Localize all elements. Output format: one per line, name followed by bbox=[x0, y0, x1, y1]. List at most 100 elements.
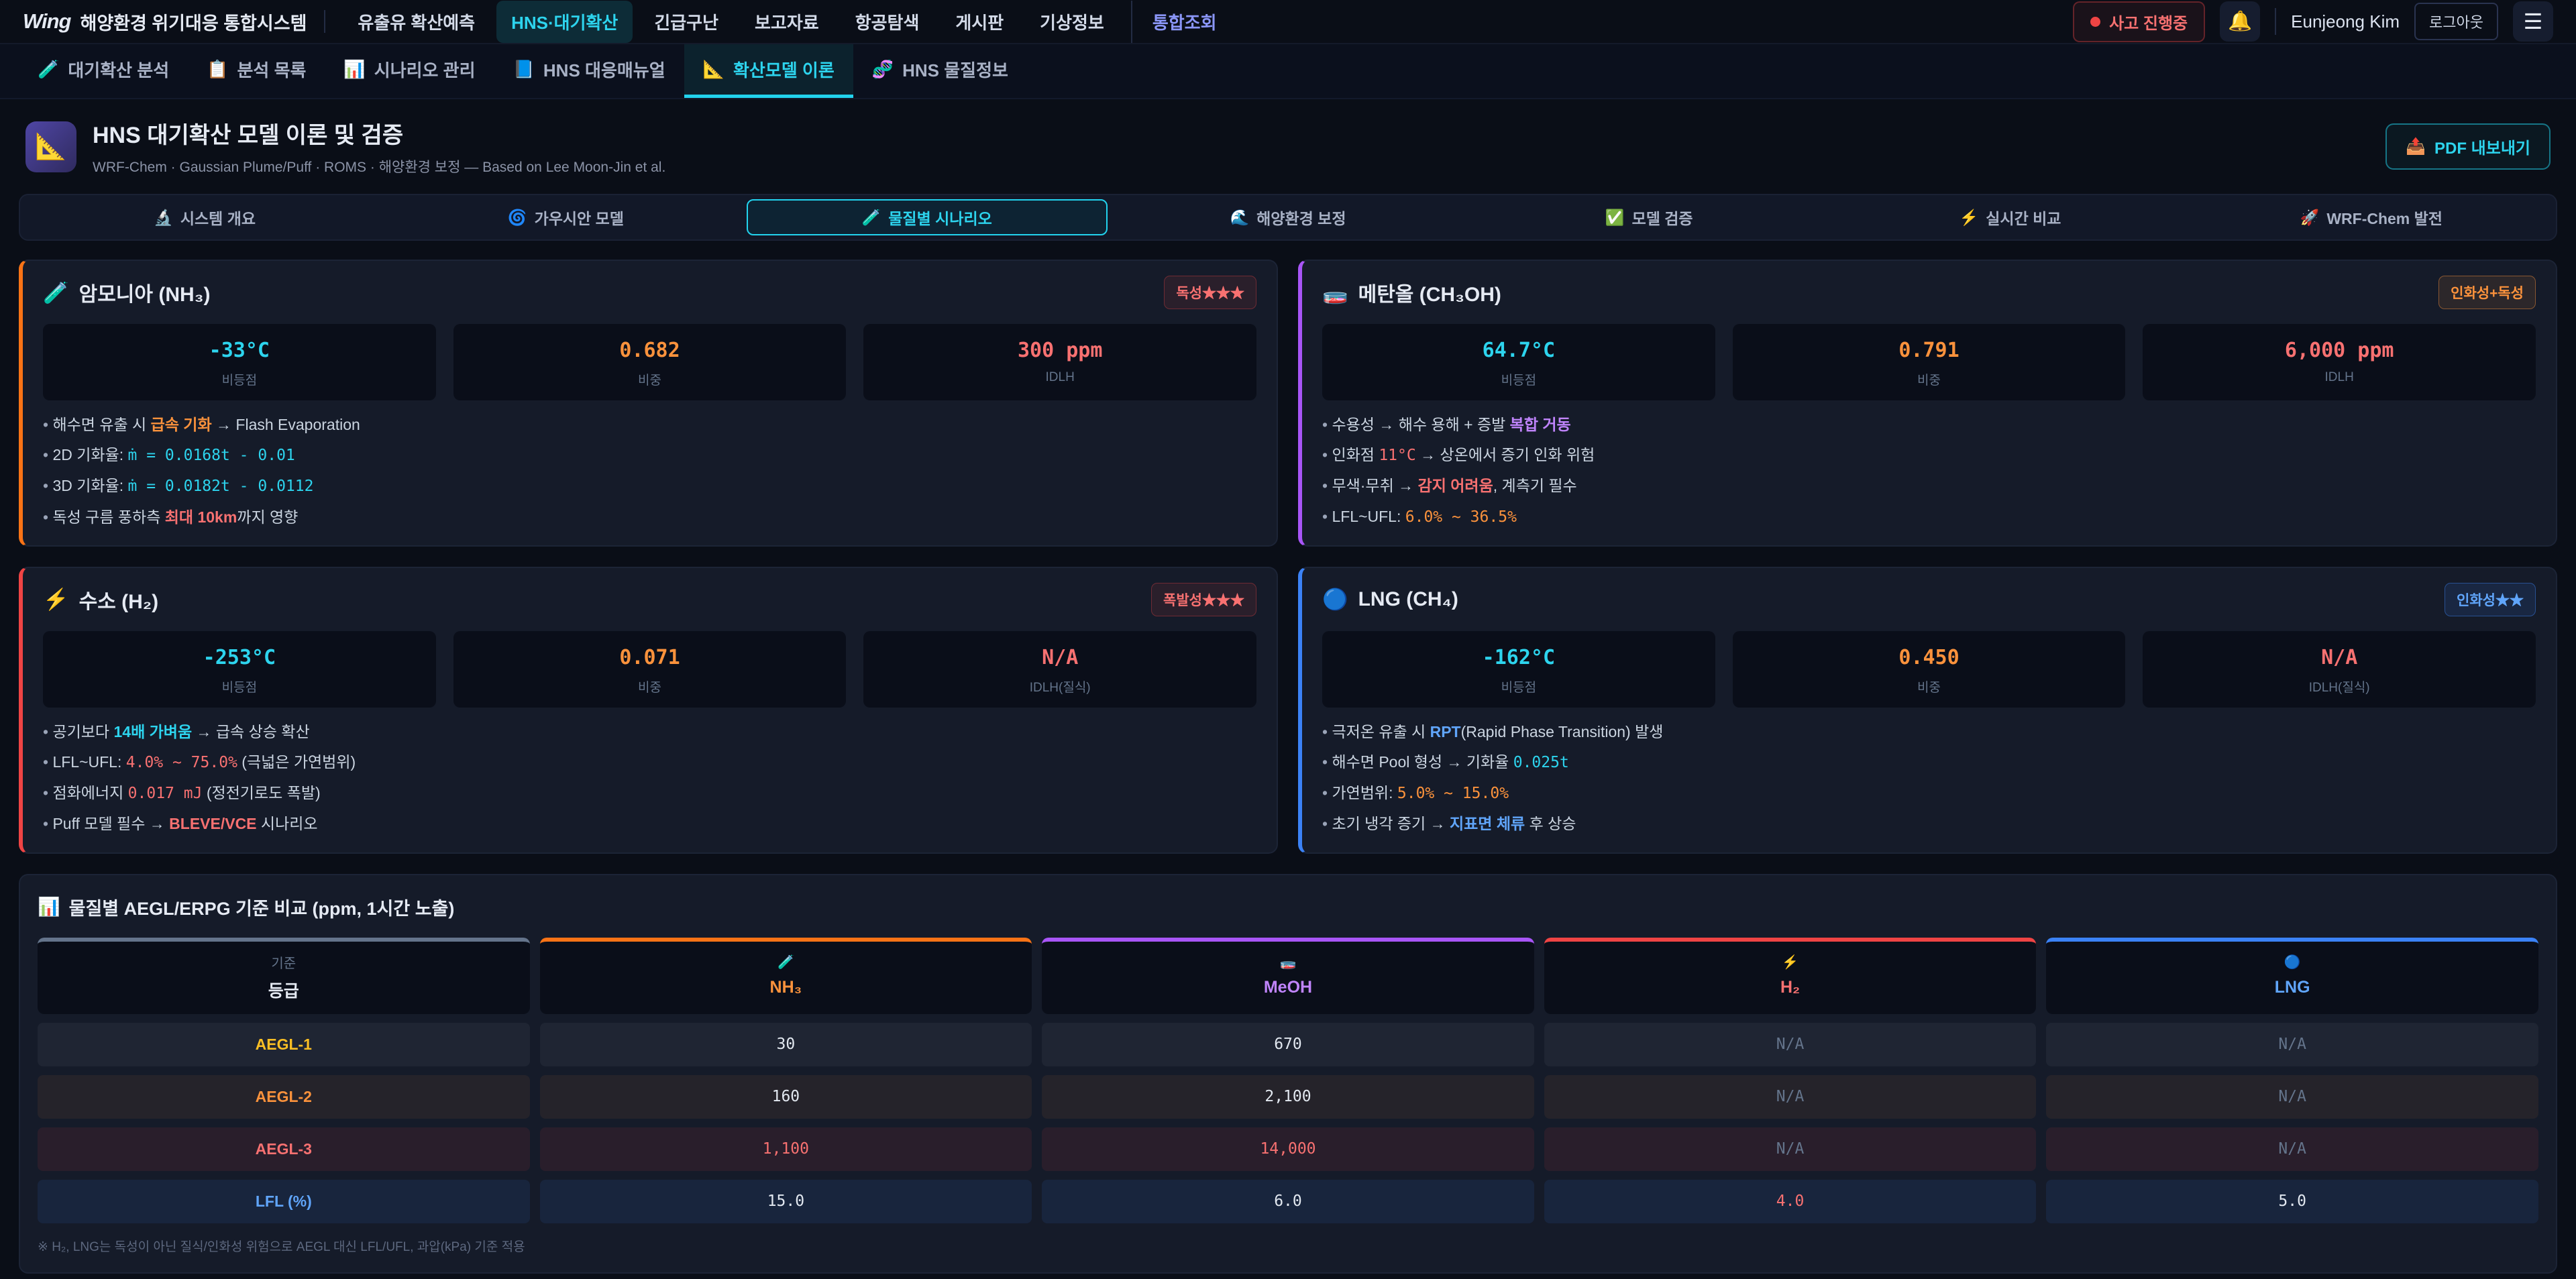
table-header-col-0: 기준 등급 bbox=[38, 937, 530, 1014]
highlight: 복합 거동 bbox=[1509, 416, 1571, 433]
value-cell: N/A bbox=[2046, 1074, 2538, 1119]
hazard-badge: 독성★★★ bbox=[1164, 276, 1256, 309]
top-nav-item-0[interactable]: 유출유 확산예측 bbox=[343, 1, 490, 43]
bullet-item: 초기 냉각 증기 → 지표면 체류 후 상승 bbox=[1322, 813, 2536, 834]
table-header-col-2: 🧫 MeOH bbox=[1042, 937, 1534, 1014]
page-header: 📐 HNS 대기확산 모델 이론 및 검증 WRF-Chem · Gaussia… bbox=[0, 99, 2576, 188]
highlight: 11°C bbox=[1379, 447, 1416, 465]
page-header-left: 📐 HNS 대기확산 모델 이론 및 검증 WRF-Chem · Gaussia… bbox=[25, 117, 665, 176]
table-header-row: 기준 등급 🧪 NH₃ 🧫 MeOH ⚡ H₂ 🔵 LNG bbox=[38, 937, 2538, 1014]
highlight: ṁ = 0.0182t - 0.0112 bbox=[127, 478, 314, 496]
page-title: HNS 대기확산 모델 이론 및 검증 bbox=[93, 123, 404, 148]
table-header-icon: 🧫 bbox=[1279, 955, 1297, 970]
table-row: AEGL-1 30 670 N/A N/A bbox=[38, 1022, 2538, 1066]
section-tab-3[interactable]: 🌊 해양환경 보정 bbox=[1108, 199, 1468, 235]
highlight: 최대 10km bbox=[164, 508, 237, 526]
section-tab-0[interactable]: 🔬 시스템 개요 bbox=[24, 199, 385, 235]
value-cell: N/A bbox=[1544, 1127, 2037, 1171]
stat-label: IDLH(질식) bbox=[1029, 680, 1091, 695]
stat-label: 비중 bbox=[1917, 680, 1941, 695]
substance-title: 암모니아 (NH₃) bbox=[78, 284, 211, 306]
stat-value: -33°C bbox=[209, 339, 270, 362]
subnav-tab-icon: 📋 bbox=[207, 59, 229, 79]
divider bbox=[324, 10, 326, 33]
logout-button[interactable]: 로그아웃 bbox=[2414, 3, 2498, 40]
stat-box: 0.450 비중 bbox=[1732, 630, 2126, 708]
hazard-badge: 인화성+독성 bbox=[2438, 276, 2536, 309]
stat-box: 64.7°C 비등점 bbox=[1322, 324, 1715, 400]
value-cell: 14,000 bbox=[1042, 1127, 1534, 1171]
substance-title: 수소 (H₂) bbox=[78, 590, 159, 613]
value-cell: N/A bbox=[1544, 1074, 2037, 1119]
top-nav-item-4[interactable]: 항공탐색 bbox=[841, 1, 934, 43]
stat-row: -162°C 비등점 0.450 비중 N/A IDLH(질식) bbox=[1322, 630, 2536, 708]
stat-box: 300 ppm IDLH bbox=[863, 324, 1257, 400]
aegl-comparison-card: 📊 물질별 AEGL/ERPG 기준 비교 (ppm, 1시간 노출) 기준 등급… bbox=[19, 873, 2557, 1274]
substance-icon: 🧫 bbox=[1322, 280, 1348, 304]
subnav-tab-icon: 📐 bbox=[702, 59, 724, 79]
section-tab-1[interactable]: 🌀 가우시안 모델 bbox=[385, 199, 746, 235]
stat-label: 비중 bbox=[638, 680, 661, 695]
table-body: AEGL-1 30 670 N/A N/A AEGL-2 160 2,100 N/A N/A AEG… bbox=[38, 1022, 2538, 1223]
stat-row: -33°C 비등점 0.682 비중 300 ppm IDLH bbox=[43, 324, 1257, 400]
subnav-tab-0[interactable]: 🧪 대기확산 분석 bbox=[19, 44, 188, 98]
table-header-label: MeOH bbox=[1263, 977, 1313, 997]
stat-value: 0.071 bbox=[619, 645, 680, 669]
stat-label: 비중 bbox=[1917, 374, 1941, 388]
notifications-button[interactable]: 🔔 bbox=[2220, 1, 2261, 42]
section-tab-2[interactable]: 🧪 물질별 시나리오 bbox=[746, 199, 1108, 235]
table-row: AEGL-2 160 2,100 N/A N/A bbox=[38, 1074, 2538, 1119]
substance-title: LNG (CH₄) bbox=[1358, 588, 1458, 610]
section-tab-icon: 🌊 bbox=[1230, 208, 1250, 226]
table-title-text: 물질별 AEGL/ERPG 기준 비교 (ppm, 1시간 노출) bbox=[68, 898, 455, 919]
highlight: 지표면 체류 bbox=[1449, 815, 1525, 833]
bullet-list: 수용성 → 해수 용해 + 증발 복합 거동인화점 11°C → 상온에서 증기… bbox=[1322, 414, 2536, 528]
stat-box: 0.791 비중 bbox=[1732, 324, 2126, 400]
card-header: 🧫 메탄올 (CH₃OH) 인화성+독성 bbox=[1322, 276, 2536, 309]
section-tab-4[interactable]: ✅ 모델 검증 bbox=[1468, 199, 1829, 235]
section-tab-label: WRF-Chem 발전 bbox=[2326, 210, 2443, 227]
top-nav-item-1[interactable]: HNS·대기확산 bbox=[496, 0, 633, 43]
section-tab-6[interactable]: 🚀 WRF-Chem 발전 bbox=[2191, 199, 2552, 235]
value-cell: 1,100 bbox=[539, 1127, 1032, 1171]
table-header-col-4: 🔵 LNG bbox=[2046, 937, 2538, 1014]
subnav-tab-4[interactable]: 📐 확산모델 이론 bbox=[684, 44, 853, 98]
section-tab-icon: 🚀 bbox=[2300, 208, 2320, 226]
top-nav-item-3[interactable]: 보고자료 bbox=[740, 1, 834, 43]
hazard-badge: 폭발성★★★ bbox=[1151, 582, 1256, 616]
divider bbox=[2275, 8, 2277, 35]
table-header-label: LNG bbox=[2274, 977, 2310, 997]
top-nav-item-7[interactable]: 통합조회 bbox=[1130, 0, 1232, 43]
bullet-item: 해수면 Pool 형성 → 기화율 0.025t bbox=[1322, 751, 2536, 773]
table-row: LFL (%) 15.0 6.0 4.0 5.0 bbox=[38, 1179, 2538, 1223]
subnav-tab-1[interactable]: 📋 분석 목록 bbox=[188, 44, 325, 98]
subnav-tab-icon: 🧬 bbox=[871, 59, 894, 79]
subnav-tab-5[interactable]: 🧬 HNS 물질정보 bbox=[853, 44, 1027, 98]
value-cell: N/A bbox=[2046, 1127, 2538, 1171]
hamburger-menu-button[interactable]: ☰ bbox=[2513, 1, 2553, 42]
highlight: BLEVE/VCE bbox=[169, 815, 257, 833]
top-nav-item-5[interactable]: 게시판 bbox=[941, 1, 1018, 43]
pdf-export-label: PDF 내보내기 bbox=[2434, 140, 2530, 158]
subnav-tab-3[interactable]: 📘 HNS 대응매뉴얼 bbox=[494, 44, 684, 98]
section-tab-5[interactable]: ⚡ 실시간 비교 bbox=[1829, 199, 2190, 235]
section-tab-label: 시스템 개요 bbox=[180, 210, 256, 227]
highlight: 5.0% ~ 15.0% bbox=[1397, 785, 1509, 803]
section-tab-icon: ✅ bbox=[1605, 208, 1625, 226]
bullet-item: 가연범위: 5.0% ~ 15.0% bbox=[1322, 782, 2536, 804]
row-label-cell: AEGL-3 bbox=[38, 1127, 530, 1171]
subnav-tab-label: 시나리오 관리 bbox=[374, 60, 476, 80]
subnav-tab-icon: 📘 bbox=[513, 59, 535, 79]
highlight: 급속 기화 bbox=[150, 416, 212, 433]
top-nav-item-6[interactable]: 기상정보 bbox=[1025, 1, 1119, 43]
subnav-tab-2[interactable]: 📊 시나리오 관리 bbox=[325, 44, 494, 98]
bullet-list: 극저온 유출 시 RPT(Rapid Phase Transition) 발생해… bbox=[1322, 721, 2536, 835]
highlight: 6.0% ~ 36.5% bbox=[1405, 508, 1517, 526]
substance-cards-grid: 🧪 암모니아 (NH₃) 독성★★★ -33°C 비등점 0.682 비중 300 ppm ID… bbox=[19, 260, 2557, 854]
subnav-tab-label: 분석 목록 bbox=[237, 60, 307, 80]
incident-dot-icon bbox=[2090, 16, 2101, 27]
top-nav-item-2[interactable]: 긴급구난 bbox=[639, 1, 733, 43]
bullet-item: 점화에너지 0.017 mJ (정전기로도 폭발) bbox=[43, 782, 1256, 804]
pdf-export-button[interactable]: 📤 PDF 내보내기 bbox=[2385, 123, 2551, 170]
top-nav: 유출유 확산예측 HNS·대기확산 긴급구난 보고자료 항공탐색 게시판 기상정보 통합조회 bbox=[343, 0, 1232, 43]
